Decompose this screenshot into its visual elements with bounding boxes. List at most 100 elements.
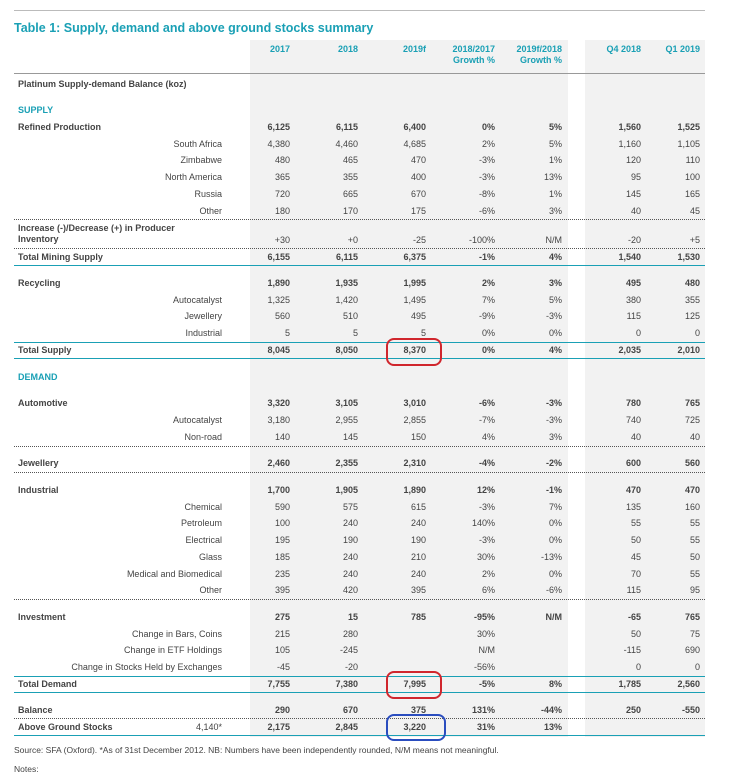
cell: 55 xyxy=(630,517,641,528)
rule xyxy=(14,358,705,359)
cell: 5% xyxy=(548,294,562,305)
cell: 395 xyxy=(410,584,426,595)
cell: -100% xyxy=(468,234,495,245)
cell: 120 xyxy=(625,154,641,165)
footnote: Source: SFA (Oxford). *As of 31st Decemb… xyxy=(14,745,499,755)
cell: +30 xyxy=(274,234,290,245)
cell: +0 xyxy=(347,234,358,245)
cell: 2,310 xyxy=(403,457,426,468)
row-label: Glass xyxy=(198,551,222,562)
cell: 45 xyxy=(630,551,641,562)
cell: 190 xyxy=(410,534,426,545)
rule xyxy=(14,735,705,736)
row-label: Platinum Supply-demand Balance (koz) xyxy=(18,78,187,89)
cell: 115 xyxy=(626,584,641,595)
cell: -5% xyxy=(478,678,495,689)
cell: 110 xyxy=(685,154,700,165)
cell: 8% xyxy=(548,678,562,689)
cell: -3% xyxy=(545,414,562,425)
cell: 3,220 xyxy=(403,721,426,732)
cell: -6% xyxy=(545,584,562,595)
rule xyxy=(14,718,705,719)
cell: 105 xyxy=(274,644,290,655)
cell: 0% xyxy=(481,344,495,355)
cell: 240 xyxy=(342,551,358,562)
cell: 470 xyxy=(625,484,641,495)
cell: 670 xyxy=(342,704,358,715)
cell: 140% xyxy=(471,517,495,528)
column-header: 2018/2017 xyxy=(452,44,495,54)
cell: -3% xyxy=(478,534,495,545)
cell: 3,180 xyxy=(267,414,290,425)
cell: 400 xyxy=(410,171,426,182)
cell: -245 xyxy=(339,644,358,655)
cell: 95 xyxy=(630,171,641,182)
cell: 185 xyxy=(274,551,290,562)
cell: 785 xyxy=(410,611,426,622)
cell: 365 xyxy=(274,171,290,182)
row-label: Jewellery xyxy=(18,457,59,468)
row-label: Change in Bars, Coins xyxy=(131,628,222,639)
cell: 0 xyxy=(694,327,700,338)
column-shade xyxy=(250,40,568,737)
cell: 0 xyxy=(635,327,641,338)
rule xyxy=(14,676,705,677)
cell: 215 xyxy=(274,628,290,639)
cell: 7% xyxy=(481,294,495,305)
cell: 95 xyxy=(689,584,700,595)
row-label: Other xyxy=(199,205,222,216)
cell: 1,905 xyxy=(335,484,358,495)
cell: 480 xyxy=(684,277,700,288)
cell: 55 xyxy=(689,568,700,579)
cell: 1% xyxy=(548,188,562,199)
cell: 7,755 xyxy=(267,678,290,689)
cell: 6% xyxy=(481,584,495,595)
cell: 2,560 xyxy=(677,678,700,689)
row-label: Other xyxy=(199,584,222,595)
cell: 6,125 xyxy=(267,121,290,132)
cell: -9% xyxy=(478,310,495,321)
row-label: North America xyxy=(164,171,222,182)
cell: 560 xyxy=(684,457,700,468)
cell: 670 xyxy=(410,188,426,199)
cell: 5% xyxy=(548,121,562,132)
row-label: Non-road xyxy=(184,431,222,442)
row-label: Above Ground Stocks xyxy=(18,721,113,732)
rule xyxy=(14,692,705,693)
cell: 725 xyxy=(684,414,700,425)
cell: 480 xyxy=(274,154,290,165)
cell: 240 xyxy=(410,517,426,528)
cell: 470 xyxy=(410,154,426,165)
cell: 6,115 xyxy=(335,251,358,262)
cell: 2,855 xyxy=(403,414,426,425)
cell: 690 xyxy=(684,644,700,655)
cell: 290 xyxy=(274,704,290,715)
row-label: Jewellery xyxy=(184,310,222,321)
cell: 1,935 xyxy=(335,277,358,288)
cell: 6,375 xyxy=(403,251,426,262)
column-header: 2017 xyxy=(269,44,290,54)
row-label: Russia xyxy=(194,188,222,199)
cell: 1,420 xyxy=(335,294,358,305)
cell: 665 xyxy=(342,188,358,199)
row-label: Petroleum xyxy=(180,517,222,528)
cell: 495 xyxy=(625,277,641,288)
cell: 740 xyxy=(625,414,641,425)
cell: -4% xyxy=(478,457,495,468)
row-label: Recycling xyxy=(18,277,61,288)
row-label: Autocatalyst xyxy=(172,414,222,425)
cell: 720 xyxy=(274,188,290,199)
row-label: Zimbabwe xyxy=(180,154,222,165)
row-label: Refined Production xyxy=(18,121,101,132)
cell: 465 xyxy=(342,154,358,165)
cell: -115 xyxy=(623,644,641,655)
cell: 2,010 xyxy=(677,344,700,355)
cell: 355 xyxy=(684,294,700,305)
cell: -1% xyxy=(478,251,495,262)
cell: 3% xyxy=(548,431,562,442)
notes: Notes: xyxy=(14,764,39,774)
row-label: Industrial xyxy=(18,484,59,495)
cell: 145 xyxy=(342,431,358,442)
cell: 4% xyxy=(548,344,562,355)
row-label: Electrical xyxy=(185,534,222,545)
